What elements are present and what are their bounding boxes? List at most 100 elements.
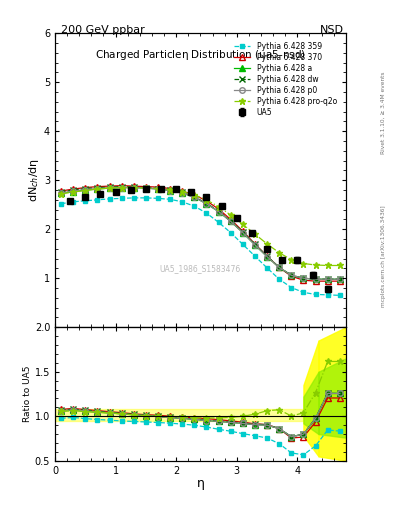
Pythia 6.428 359 [241, 241, 245, 247]
Pythia 6.428 pro-q2o [289, 257, 294, 263]
Pythia 6.428 370 [338, 278, 342, 284]
Pythia 6.428 pro-q2o [83, 187, 88, 194]
Pythia 6.428 370 [83, 184, 88, 190]
Pythia 6.428 p0 [143, 185, 148, 191]
Pythia 6.428 dw [253, 241, 257, 247]
Pythia 6.428 dw [301, 275, 306, 281]
Pythia 6.428 dw [192, 194, 197, 200]
Pythia 6.428 dw [228, 218, 233, 224]
Pythia 6.428 359 [156, 195, 160, 201]
Text: Charged Particleη Distribution $\mathbf{}$(ua5-nsd): Charged Particleη Distribution $\mathbf{… [95, 48, 306, 62]
Pythia 6.428 dw [204, 200, 209, 206]
Pythia 6.428 a [277, 264, 281, 270]
Pythia 6.428 359 [119, 195, 124, 201]
Pythia 6.428 p0 [228, 218, 233, 224]
Pythia 6.428 pro-q2o [156, 185, 160, 191]
Pythia 6.428 p0 [265, 253, 270, 260]
Pythia 6.428 p0 [156, 186, 160, 192]
Pythia 6.428 dw [119, 183, 124, 189]
Legend: Pythia 6.428 359, Pythia 6.428 370, Pythia 6.428 a, Pythia 6.428 dw, Pythia 6.42: Pythia 6.428 359, Pythia 6.428 370, Pyth… [231, 40, 339, 119]
Text: NSD: NSD [320, 25, 344, 35]
Pythia 6.428 pro-q2o [253, 231, 257, 237]
Pythia 6.428 a [107, 185, 112, 191]
Pythia 6.428 370 [71, 186, 75, 192]
Pythia 6.428 359 [325, 292, 330, 298]
Pythia 6.428 pro-q2o [265, 241, 270, 247]
Pythia 6.428 a [216, 208, 221, 215]
Pythia 6.428 dw [180, 189, 185, 196]
Pythia 6.428 a [95, 186, 100, 192]
Pythia 6.428 a [180, 190, 185, 196]
Pythia 6.428 370 [119, 183, 124, 189]
Pythia 6.428 dw [277, 264, 281, 270]
Pythia 6.428 359 [277, 276, 281, 282]
Pythia 6.428 370 [192, 192, 197, 198]
Line: Pythia 6.428 359: Pythia 6.428 359 [59, 196, 342, 297]
Pythia 6.428 dw [107, 184, 112, 190]
Pythia 6.428 359 [204, 210, 209, 216]
Pythia 6.428 p0 [107, 184, 112, 190]
Pythia 6.428 a [192, 195, 197, 201]
Pythia 6.428 pro-q2o [95, 186, 100, 192]
Pythia 6.428 dw [83, 185, 88, 191]
Pythia 6.428 370 [289, 273, 294, 280]
Pythia 6.428 pro-q2o [313, 262, 318, 268]
Pythia 6.428 dw [313, 276, 318, 282]
Pythia 6.428 a [119, 184, 124, 190]
Pythia 6.428 pro-q2o [277, 250, 281, 256]
Pythia 6.428 359 [168, 196, 173, 202]
Pythia 6.428 a [83, 187, 88, 193]
Text: 200 GeV ppbar: 200 GeV ppbar [61, 25, 145, 35]
Pythia 6.428 359 [265, 265, 270, 271]
Pythia 6.428 dw [59, 189, 63, 195]
Line: Pythia 6.428 p0: Pythia 6.428 p0 [58, 185, 343, 282]
Pythia 6.428 a [143, 185, 148, 191]
Pythia 6.428 370 [241, 228, 245, 234]
Pythia 6.428 370 [313, 278, 318, 284]
Pythia 6.428 370 [131, 183, 136, 189]
Pythia 6.428 359 [95, 197, 100, 203]
Pythia 6.428 p0 [119, 184, 124, 190]
Pythia 6.428 dw [71, 187, 75, 193]
Pythia 6.428 dw [216, 208, 221, 214]
Pythia 6.428 p0 [277, 264, 281, 270]
Pythia 6.428 359 [180, 199, 185, 205]
Pythia 6.428 dw [143, 184, 148, 190]
Pythia 6.428 a [156, 186, 160, 192]
Pythia 6.428 p0 [253, 242, 257, 248]
Pythia 6.428 pro-q2o [241, 221, 245, 227]
Pythia 6.428 p0 [313, 276, 318, 282]
Pythia 6.428 370 [277, 264, 281, 270]
Line: Pythia 6.428 370: Pythia 6.428 370 [58, 183, 343, 284]
Pythia 6.428 a [59, 190, 63, 197]
Pythia 6.428 a [301, 275, 306, 281]
Pythia 6.428 a [289, 272, 294, 279]
Pythia 6.428 359 [131, 195, 136, 201]
Pythia 6.428 p0 [192, 195, 197, 201]
Pythia 6.428 p0 [59, 190, 63, 196]
Pythia 6.428 dw [338, 276, 342, 282]
Pythia 6.428 a [325, 276, 330, 282]
Pythia 6.428 p0 [95, 185, 100, 191]
Pythia 6.428 a [253, 242, 257, 248]
Pythia 6.428 pro-q2o [107, 185, 112, 191]
Pythia 6.428 a [338, 276, 342, 282]
Pythia 6.428 359 [289, 285, 294, 291]
Pythia 6.428 dw [325, 276, 330, 282]
Pythia 6.428 359 [216, 219, 221, 225]
Pythia 6.428 p0 [83, 186, 88, 193]
Pythia 6.428 pro-q2o [325, 263, 330, 269]
Pythia 6.428 a [168, 187, 173, 194]
Pythia 6.428 370 [180, 188, 185, 194]
Pythia 6.428 370 [143, 183, 148, 189]
Pythia 6.428 pro-q2o [216, 204, 221, 210]
Pythia 6.428 dw [131, 184, 136, 190]
Pythia 6.428 370 [168, 185, 173, 191]
Line: Pythia 6.428 a: Pythia 6.428 a [58, 185, 343, 282]
Pythia 6.428 pro-q2o [192, 192, 197, 198]
Pythia 6.428 359 [313, 291, 318, 297]
Pythia 6.428 359 [143, 195, 148, 201]
Pythia 6.428 a [265, 253, 270, 260]
X-axis label: η: η [196, 477, 204, 490]
Pythia 6.428 359 [107, 196, 112, 202]
